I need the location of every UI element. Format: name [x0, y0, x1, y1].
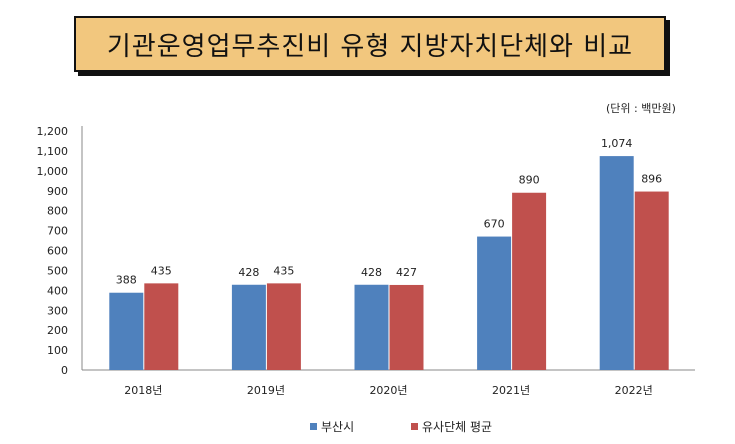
data-label: 427: [396, 266, 417, 279]
bar-busan: [599, 156, 634, 370]
legend-item-average: 유사단체 평균: [411, 418, 492, 435]
legend-label: 부산시: [321, 420, 355, 434]
data-label: 435: [273, 264, 294, 277]
y-tick-label: 1,100: [37, 145, 69, 158]
x-tick-label: 2019년: [247, 384, 285, 397]
data-label: 428: [238, 266, 259, 279]
x-tick-label: 2020년: [369, 384, 407, 397]
y-tick-label: 400: [47, 284, 68, 297]
y-tick-label: 600: [47, 245, 68, 258]
y-tick-label: 100: [47, 344, 68, 357]
data-label: 890: [519, 174, 540, 187]
unit-label: (단위 : 백만원): [606, 102, 676, 115]
legend-swatch-busan: [310, 423, 317, 430]
y-tick-label: 1,000: [37, 165, 69, 178]
bar-busan: [231, 284, 266, 370]
chart-title: 기관운영업무추진비 유형 지방자치단체와 비교: [74, 16, 666, 72]
y-tick-label: 500: [47, 264, 68, 277]
legend-label: 유사단체 평균: [422, 420, 493, 434]
x-tick-label: 2021년: [492, 384, 530, 397]
bar-average: [266, 283, 301, 370]
y-tick-label: 300: [47, 304, 68, 317]
y-tick-label: 800: [47, 205, 68, 218]
y-tick-label: 900: [47, 185, 68, 198]
bar-average: [389, 284, 424, 370]
data-label: 428: [361, 266, 382, 279]
legend-item-busan: 부산시: [310, 418, 354, 435]
bar-busan: [354, 284, 389, 370]
y-tick-label: 200: [47, 324, 68, 337]
data-label: 896: [641, 173, 662, 186]
bar-average: [144, 283, 179, 370]
y-tick-label: 0: [61, 364, 68, 377]
data-label: 670: [484, 218, 505, 231]
bar-average: [634, 191, 669, 370]
legend-swatch-average: [411, 423, 418, 430]
data-label: 1,074: [601, 137, 633, 150]
bar-average: [512, 192, 547, 370]
y-tick-label: 700: [47, 225, 68, 238]
x-tick-label: 2018년: [124, 384, 162, 397]
bar-busan: [477, 236, 512, 370]
data-label: 435: [151, 264, 172, 277]
y-tick-label: 1,200: [37, 125, 69, 138]
data-label: 388: [116, 274, 137, 287]
x-tick-label: 2022년: [615, 384, 653, 397]
bar-busan: [109, 292, 144, 370]
